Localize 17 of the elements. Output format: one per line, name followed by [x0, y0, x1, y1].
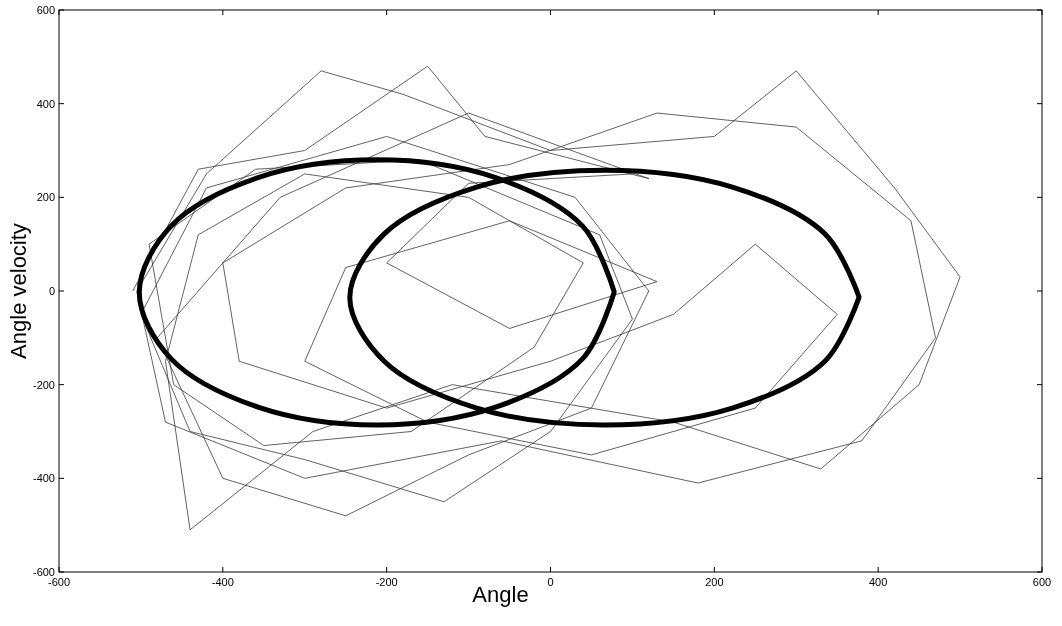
y-tick-label: 400 — [36, 97, 55, 110]
y-tick-label: -400 — [32, 472, 55, 485]
y-tick-label: 600 — [36, 4, 55, 16]
y-axis-title: Angle velocity — [6, 223, 31, 359]
x-tick-label: 600 — [1032, 576, 1052, 588]
x-tick-label: -200 — [375, 576, 398, 588]
x-tick-label: -600 — [47, 576, 71, 588]
x-axis-title: Angle — [472, 582, 529, 607]
line-series — [132, 65, 961, 531]
x-tick-label: 200 — [705, 576, 724, 588]
y-tick-label: -200 — [32, 378, 55, 391]
y-tick-label: -600 — [32, 566, 55, 578]
x-tick-label: 0 — [547, 576, 554, 588]
x-tick-label: -400 — [211, 576, 234, 588]
y-tick-label: 0 — [48, 285, 55, 297]
y-tick-label: 200 — [36, 191, 55, 204]
x-tick-label: 400 — [868, 576, 888, 588]
